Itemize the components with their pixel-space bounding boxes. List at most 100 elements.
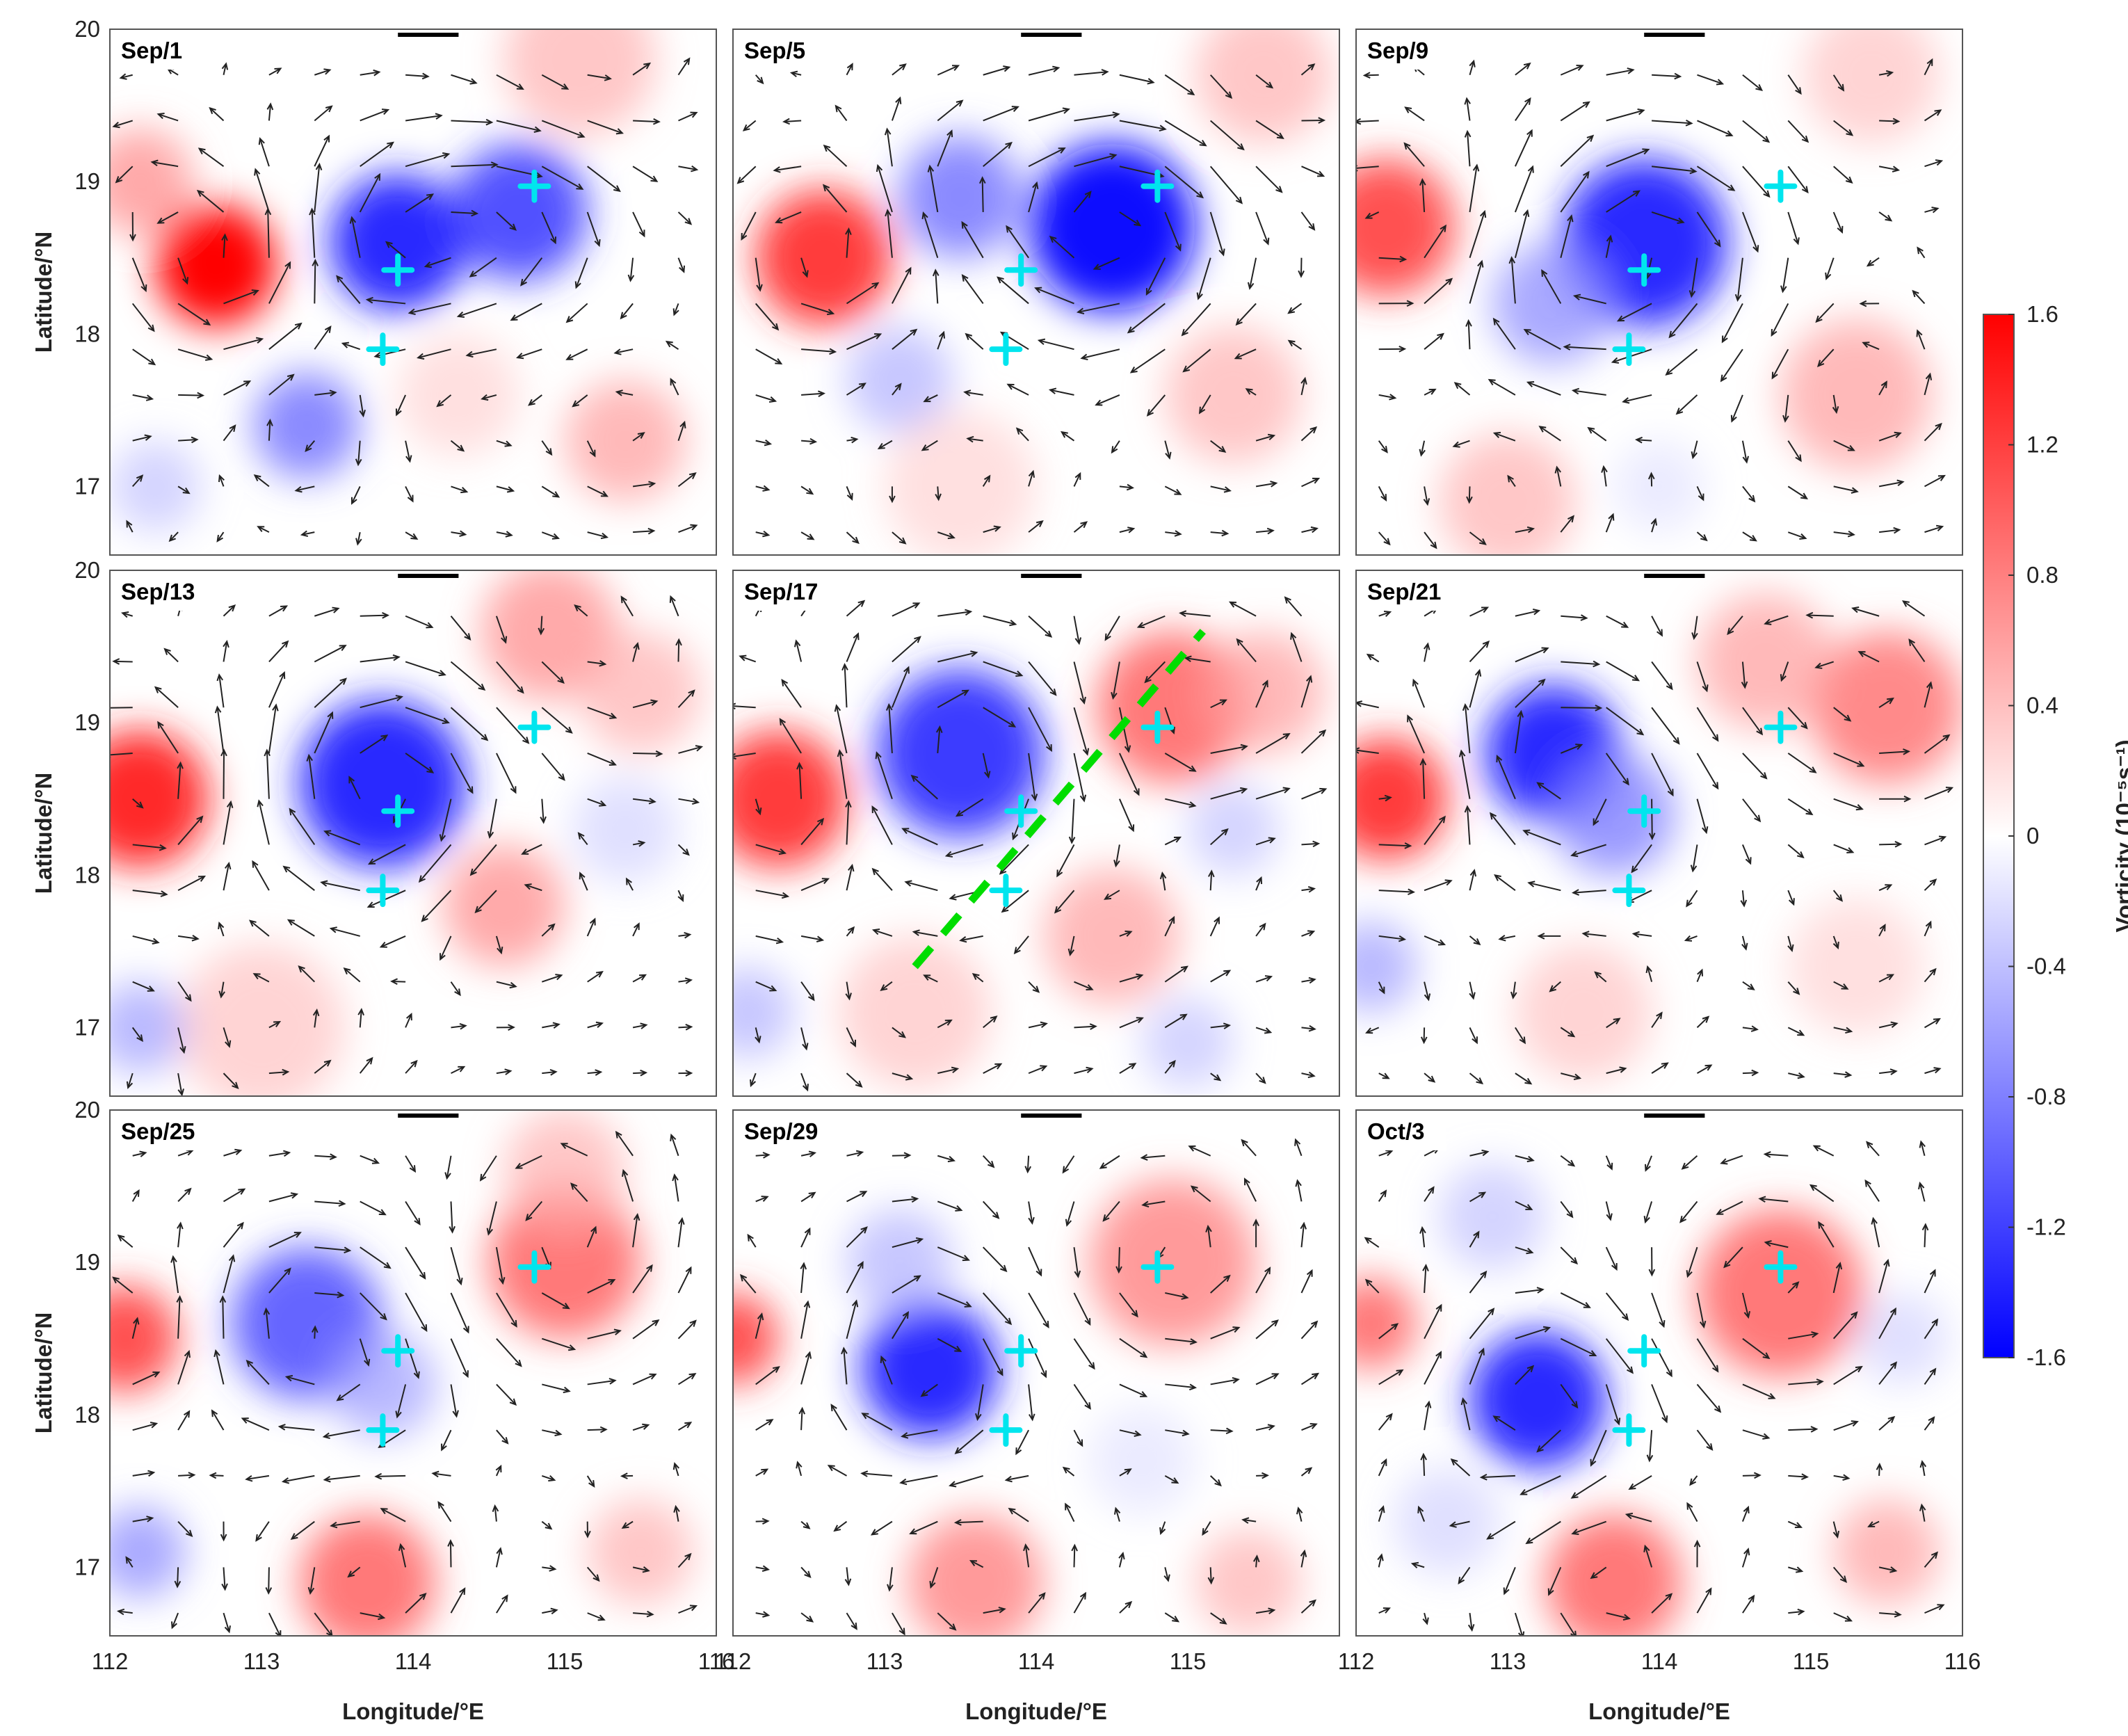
velocity-arrowhead [1159, 871, 1167, 880]
velocity-arrow [1787, 485, 1807, 499]
velocity-arrowhead [454, 988, 461, 997]
velocity-arrowhead [1124, 1468, 1132, 1475]
velocity-arrowhead [988, 1160, 995, 1168]
velocity-arrowhead [504, 1068, 513, 1075]
velocity-arrow [1742, 707, 1763, 735]
x-tick-label: 113 [243, 1648, 280, 1674]
velocity-arrowhead [1507, 474, 1514, 483]
velocity-arrow [127, 1072, 134, 1088]
velocity-arrow [1210, 531, 1228, 535]
velocity-arrowhead [1145, 288, 1152, 296]
velocity-arrow [470, 844, 497, 876]
velocity-arrowhead [1318, 117, 1326, 124]
velocity-arrowhead [1589, 1350, 1597, 1356]
velocity-arrowhead [1065, 1219, 1072, 1227]
velocity-arrow [902, 1429, 938, 1438]
velocity-arrowhead [1727, 184, 1736, 191]
velocity-arrowhead [846, 492, 853, 501]
velocity-arrowhead [238, 1188, 246, 1195]
velocity-arrowhead [1751, 1069, 1759, 1077]
velocity-arrowhead [1750, 1025, 1759, 1032]
velocity-arrowhead [961, 220, 968, 229]
velocity-arrow [620, 596, 634, 617]
velocity-arrowhead [914, 636, 921, 643]
velocity-arrowhead [1294, 1138, 1301, 1146]
velocity-arrow [1515, 679, 1545, 708]
velocity-arrow [110, 707, 133, 709]
velocity-arrow [1651, 707, 1680, 744]
velocity-arrow [1878, 1566, 1896, 1572]
velocity-arrow [1255, 1609, 1275, 1614]
velocity-arrowhead [1035, 1269, 1042, 1277]
velocity-arrow [360, 108, 389, 122]
velocity-arrowhead [1045, 630, 1053, 638]
velocity-arrow [1541, 270, 1562, 304]
velocity-arrowhead [1037, 338, 1046, 345]
x-axis-label: Longitude/°E [1588, 1698, 1730, 1724]
velocity-arrow [1028, 753, 1036, 801]
velocity-arrowhead [885, 702, 893, 711]
velocity-arrow [1028, 471, 1034, 487]
velocity-arrowhead [1627, 67, 1635, 74]
date-label-box [111, 31, 200, 70]
velocity-arrowhead [1419, 1225, 1426, 1234]
velocity-arrowhead [1023, 1543, 1030, 1552]
velocity-arrow [632, 798, 655, 803]
velocity-arrow [1209, 211, 1225, 255]
velocity-arrow [177, 935, 198, 940]
station-marker [1627, 1334, 1661, 1368]
velocity-arrowhead [1787, 944, 1794, 953]
velocity-arrow [360, 1200, 386, 1216]
velocity-arrow [970, 1560, 984, 1568]
velocity-arrow [798, 763, 803, 799]
velocity-arrow [1924, 1270, 1936, 1294]
velocity-arrow [405, 74, 428, 77]
velocity-arrow [982, 1155, 994, 1168]
velocity-arrow [178, 394, 203, 396]
velocity-arrow [541, 707, 572, 734]
velocity-arrowhead [182, 277, 189, 285]
vorticity-feature [733, 966, 794, 1059]
velocity-arrow [257, 526, 270, 533]
velocity-arrowhead [1062, 1166, 1070, 1174]
velocity-arrow [223, 801, 232, 845]
velocity-arrow [892, 63, 906, 76]
velocity-arrowhead [773, 166, 781, 173]
velocity-arrowhead [650, 699, 659, 706]
velocity-arrowhead [326, 1630, 333, 1636]
velocity-arrow [1255, 1072, 1266, 1084]
station-marker [1627, 794, 1661, 828]
velocity-arrow [1469, 1150, 1488, 1157]
vorticity-feature [572, 775, 679, 883]
velocity-arrow [755, 303, 779, 330]
velocity-arrow [1255, 1267, 1271, 1294]
vorticity-feature [1515, 943, 1652, 1082]
velocity-arrowhead [1634, 436, 1643, 444]
velocity-arrow [678, 746, 702, 754]
velocity-arrowhead [1188, 801, 1197, 808]
velocity-arrowhead [289, 807, 296, 816]
velocity-arrowhead [1136, 622, 1145, 629]
velocity-arrowhead [1526, 380, 1535, 387]
velocity-arrow [1028, 67, 1059, 76]
velocity-arrow [983, 661, 1022, 677]
vorticity-feature [155, 204, 277, 327]
velocity-arrow [1111, 440, 1120, 453]
velocity-arrowhead [408, 308, 416, 315]
velocity-arrowhead [1377, 1553, 1384, 1561]
velocity-arrow [1866, 1141, 1880, 1157]
velocity-arrowhead [789, 70, 798, 78]
velocity-arrow [1832, 890, 1843, 901]
velocity-arrow [1742, 1383, 1775, 1399]
velocity-arrowhead [1928, 1416, 1935, 1424]
velocity-arrow [1071, 798, 1075, 843]
velocity-arrowhead [781, 892, 790, 899]
velocity-arrow [1450, 1520, 1470, 1527]
velocity-arrowhead [761, 1518, 770, 1525]
velocity-arrowhead [1930, 1551, 1939, 1559]
velocity-arrowhead [572, 400, 580, 408]
velocity-arrow [1676, 394, 1698, 415]
velocity-arrowhead [103, 705, 108, 711]
velocity-arrow [1469, 1271, 1487, 1294]
velocity-arrowhead [1793, 988, 1800, 995]
